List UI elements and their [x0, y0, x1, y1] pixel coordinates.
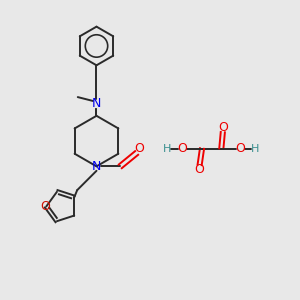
Text: O: O: [135, 142, 145, 155]
Text: H: H: [163, 143, 171, 154]
Text: N: N: [92, 98, 101, 110]
Text: N: N: [92, 160, 101, 173]
Text: O: O: [40, 200, 50, 213]
Text: O: O: [236, 142, 246, 155]
Text: O: O: [195, 164, 205, 176]
Text: O: O: [177, 142, 187, 155]
Text: H: H: [251, 143, 259, 154]
Text: O: O: [218, 121, 228, 134]
